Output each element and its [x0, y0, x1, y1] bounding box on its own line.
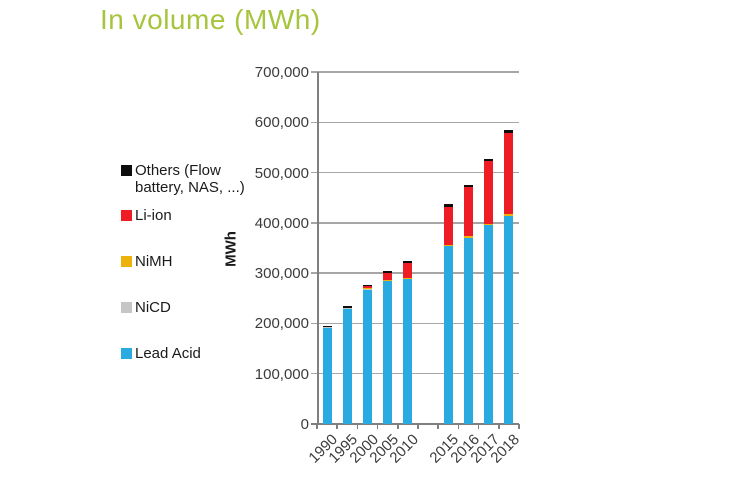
bar-segment-nimh: [484, 223, 494, 225]
bar-segment-li-ion: [464, 186, 473, 237]
bar-segment-nicd: [363, 289, 372, 290]
y-axis-line: [317, 72, 319, 425]
bar-segment-nimh: [504, 213, 514, 217]
x-axis-line: [311, 423, 519, 425]
bar-segment-lead-acid: [403, 279, 413, 424]
bar-segment-others-flow-battery-nas: [383, 271, 393, 273]
y-axis-tick-label: 100,000: [254, 365, 309, 383]
bar-segment-nimh: [443, 244, 453, 246]
legend-label: Lead Acid: [135, 345, 201, 362]
legend-swatch-icon: [121, 302, 132, 313]
x-axis-tick: [498, 424, 500, 429]
bar-segment-lead-acid: [464, 237, 473, 424]
bar-segment-lead-acid: [383, 280, 393, 424]
bar-segment-li-ion: [484, 161, 494, 224]
legend-swatch-icon: [121, 165, 132, 176]
legend-item-li-ion: Li-ion: [121, 207, 247, 224]
x-axis-tick: [518, 424, 520, 429]
bar-segment-nicd: [322, 327, 332, 329]
x-axis-tick: [437, 424, 439, 429]
x-axis-tick: [376, 424, 379, 429]
legend-item-lead-acid: Lead Acid: [121, 345, 247, 362]
legend-item-others-flow-battery-nas: Others (Flow battery, NAS, ...): [121, 162, 247, 197]
legend-swatch-icon: [121, 256, 132, 267]
bar-segment-li-ion: [443, 206, 453, 245]
x-axis-tick: [457, 424, 460, 429]
gridline: [311, 121, 519, 124]
bar-segment-lead-acid: [484, 224, 494, 424]
bar-segment-others-flow-battery-nas: [342, 306, 352, 309]
gridline: [311, 71, 519, 73]
page-title: In volume (MWh): [100, 4, 321, 35]
legend-swatch-icon: [121, 348, 132, 359]
x-axis-tick: [417, 424, 419, 429]
x-axis-tick: [316, 424, 318, 429]
bar-segment-nimh: [363, 287, 372, 290]
bar-segment-li-ion: [383, 272, 393, 281]
bar-segment-lead-acid: [443, 245, 453, 424]
y-axis-tick-label: 700,000: [254, 64, 309, 81]
bar-segment-others-flow-battery-nas: [403, 260, 413, 263]
bar-segment-others-flow-battery-nas: [363, 284, 372, 287]
gridline: [311, 171, 519, 174]
gridline: [311, 272, 519, 274]
gridline: [311, 372, 519, 375]
legend-label: Others (Flow battery, NAS, ...): [135, 162, 245, 197]
x-axis-tick: [356, 424, 359, 429]
legend-label: NiCD: [135, 299, 171, 316]
bar-segment-lead-acid: [504, 216, 514, 424]
bar-segment-nimh: [383, 280, 393, 281]
y-axis-tick-label: 400,000: [254, 214, 309, 232]
bar-segment-lead-acid: [363, 289, 372, 424]
bar-segment-nimh: [464, 236, 473, 238]
y-axis-tick-label: 0: [300, 416, 309, 433]
bar-segment-nimh: [403, 277, 413, 280]
bar-segment-others-flow-battery-nas: [443, 204, 453, 207]
bar-segment-lead-acid: [342, 309, 352, 424]
y-axis-tick-label: 200,000: [254, 315, 309, 333]
bar-segment-lead-acid: [322, 328, 332, 424]
bar-segment-others-flow-battery-nas: [322, 325, 332, 328]
x-axis-tick: [397, 424, 399, 429]
bar-segment-li-ion: [363, 286, 372, 288]
bar-segment-li-ion: [504, 133, 514, 214]
bar-segment-li-ion: [403, 262, 413, 278]
legend-label: NiMH: [135, 253, 173, 270]
y-axis-tick-label: 600,000: [254, 114, 309, 132]
bar-segment-others-flow-battery-nas: [484, 158, 494, 161]
x-axis-tick: [336, 424, 338, 429]
legend-item-nicd: NiCD: [121, 299, 247, 316]
bar-segment-others-flow-battery-nas: [504, 129, 514, 134]
gridline: [311, 322, 519, 325]
x-axis-tick: [477, 424, 480, 429]
y-axis-tick-label: 300,000: [254, 265, 309, 283]
gridline: [311, 222, 519, 224]
bar-segment-nicd: [342, 308, 352, 310]
legend-swatch-icon: [121, 210, 132, 221]
legend-item-nimh: NiMH: [121, 253, 247, 270]
bar-segment-others-flow-battery-nas: [464, 185, 473, 187]
y-axis-tick-label: 500,000: [254, 164, 309, 182]
legend-label: Li-ion: [135, 207, 172, 224]
